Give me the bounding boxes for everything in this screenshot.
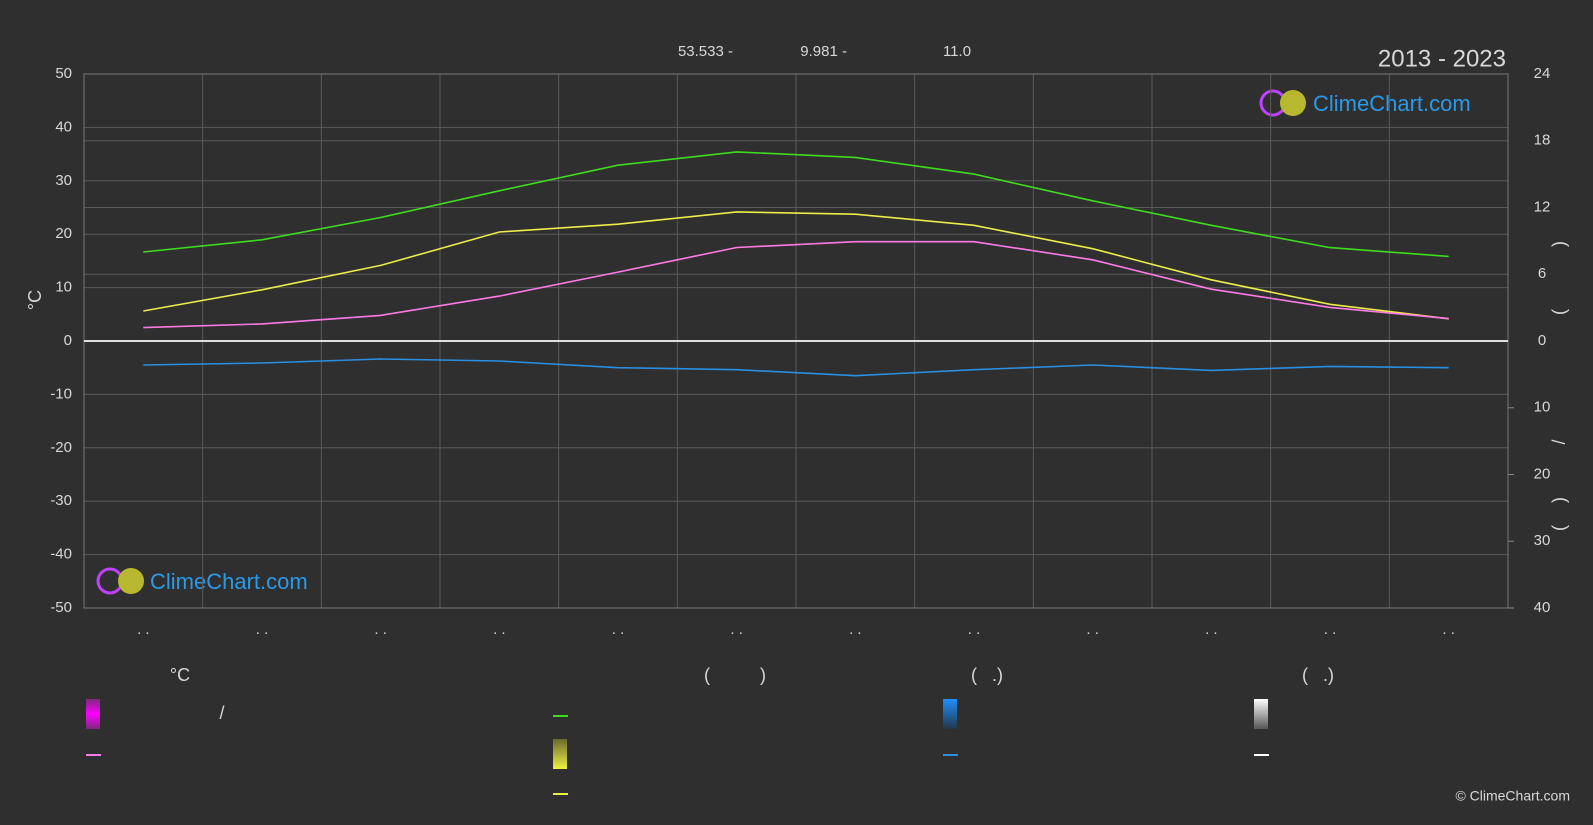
y-tick-label: 20 xyxy=(55,225,72,242)
y2-tick-label: 0 xyxy=(1538,332,1546,349)
y-tick-label: -20 xyxy=(50,439,72,456)
x-tick-label: . . xyxy=(256,621,269,638)
legend-swatch xyxy=(943,699,957,729)
y-tick-label: 50 xyxy=(55,65,72,82)
y3-axis-label: ) xyxy=(1549,497,1569,503)
x-tick-label: . . xyxy=(493,621,506,638)
y-axis-label: °C xyxy=(25,290,45,310)
y-tick-label: 10 xyxy=(55,279,72,296)
y-tick-label: -10 xyxy=(50,385,72,402)
legend-header: ( ) xyxy=(704,665,766,685)
x-tick-label: . . xyxy=(1086,621,1099,638)
y2-tick-label: 6 xyxy=(1538,265,1546,282)
y3-axis-label: ( xyxy=(1549,525,1569,531)
y2-tick-label: 24 xyxy=(1534,65,1551,82)
x-tick-label: . . xyxy=(374,621,387,638)
x-tick-label: . . xyxy=(1324,621,1337,638)
y-tick-label: 30 xyxy=(55,172,72,189)
legend-header: °C xyxy=(170,665,190,685)
x-tick-label: . . xyxy=(730,621,743,638)
copyright: © ClimeChart.com xyxy=(1455,788,1570,804)
legend-header: ( .) xyxy=(971,665,1003,685)
legend-header: ( .) xyxy=(1302,665,1334,685)
legend-swatch xyxy=(553,739,567,769)
logo-text: ClimeChart.com xyxy=(150,569,308,594)
y2-tick-label: 18 xyxy=(1534,132,1551,149)
y-tick-label: 40 xyxy=(55,118,72,135)
y3-tick-label: 10 xyxy=(1534,399,1551,416)
logo: ClimeChart.com xyxy=(96,567,308,595)
x-tick-label: . . xyxy=(612,621,625,638)
legend-swatch xyxy=(86,699,100,729)
x-tick-label: . . xyxy=(968,621,981,638)
logo-sun xyxy=(1280,90,1306,116)
y2-tick-label: 12 xyxy=(1534,198,1551,215)
x-tick-label: . . xyxy=(1205,621,1218,638)
x-tick-label: . . xyxy=(849,621,862,638)
legend-swatch xyxy=(1254,699,1268,729)
series-line xyxy=(143,151,1449,258)
y-tick-label: -40 xyxy=(50,546,72,563)
x-tick-label: . . xyxy=(1442,621,1455,638)
y2-axis-label: ( xyxy=(1549,309,1569,315)
chart-title: 2013 - 2023 xyxy=(1378,45,1506,72)
y3-axis-label: / xyxy=(1549,439,1569,444)
y-tick-label: -50 xyxy=(50,599,72,616)
annotation: 53.533 - xyxy=(678,43,733,60)
series-line xyxy=(143,211,1449,320)
y3-tick-label: 40 xyxy=(1534,599,1551,616)
x-tick-label: . . xyxy=(137,621,150,638)
y-tick-label: 0 xyxy=(64,332,72,349)
annotation: 9.981 - xyxy=(800,43,847,60)
logo: ClimeChart.com xyxy=(1259,89,1471,117)
y3-tick-label: 20 xyxy=(1534,465,1551,482)
logo-sun xyxy=(118,568,144,594)
series-line xyxy=(143,240,1449,329)
y2-axis-label: ) xyxy=(1549,241,1569,247)
series-line xyxy=(143,358,1449,377)
y-tick-label: -30 xyxy=(50,492,72,509)
logo-text: ClimeChart.com xyxy=(1313,91,1471,116)
legend-text: / xyxy=(219,703,224,723)
annotation: 11.0 xyxy=(943,43,971,60)
y3-tick-label: 30 xyxy=(1534,532,1551,549)
